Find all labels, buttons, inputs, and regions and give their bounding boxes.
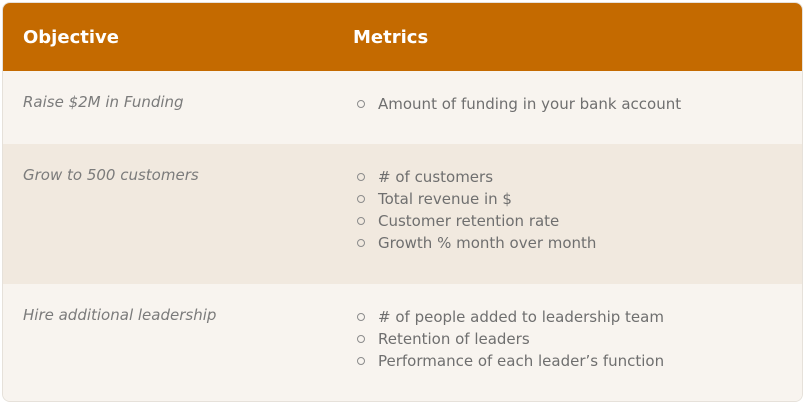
metrics-list: Amount of funding in your bank account [333, 93, 681, 115]
bullet-circle-icon [357, 357, 365, 365]
bullet-circle-icon [357, 239, 365, 247]
table-row: Raise $2M in Funding Amount of funding i… [3, 71, 802, 144]
table-row: Grow to 500 customers # of customers Tot… [3, 144, 802, 284]
metric-list-item: Amount of funding in your bank account [357, 93, 681, 115]
metric-list-item: # of people added to leadership team [357, 306, 664, 328]
bullet-circle-icon [357, 173, 365, 181]
metric-text: Growth % month over month [378, 234, 597, 252]
metric-text: Total revenue in $ [378, 190, 512, 208]
metric-list-item: # of customers [357, 166, 596, 188]
metric-text: Performance of each leader’s function [378, 352, 665, 370]
metric-list-item: Performance of each leader’s function [357, 350, 664, 372]
objective-cell: Hire additional leadership [23, 306, 217, 324]
table-row: Hire additional leadership # of people a… [3, 284, 802, 401]
bullet-circle-icon [357, 195, 365, 203]
bullet-circle-icon [357, 313, 365, 321]
metric-text: Retention of leaders [378, 330, 530, 348]
bullet-circle-icon [357, 217, 365, 225]
metric-text: # of people added to leadership team [378, 308, 664, 326]
objective-cell: Grow to 500 customers [23, 166, 199, 184]
metric-text: Amount of funding in your bank account [378, 95, 682, 113]
metrics-list: # of people added to leadership team Ret… [333, 306, 664, 372]
metric-list-item: Growth % month over month [357, 232, 596, 254]
bullet-circle-icon [357, 335, 365, 343]
metrics-cell: # of customers Total revenue in $ Custom… [333, 144, 596, 284]
metric-list-item: Customer retention rate [357, 210, 596, 232]
objective-cell: Raise $2M in Funding [23, 93, 184, 111]
metric-list-item: Total revenue in $ [357, 188, 596, 210]
metrics-cell: # of people added to leadership team Ret… [333, 284, 664, 401]
objectives-metrics-table: Objective Metrics Raise $2M in Funding A… [3, 3, 802, 401]
objective-column-header: Objective [23, 26, 119, 48]
table-header: Objective Metrics [3, 3, 802, 71]
metrics-cell: Amount of funding in your bank account [333, 71, 681, 144]
metric-list-item: Retention of leaders [357, 328, 664, 350]
bullet-circle-icon [357, 100, 365, 108]
metric-text: Customer retention rate [378, 212, 560, 230]
metric-text: # of customers [378, 168, 494, 186]
metrics-column-header: Metrics [353, 26, 429, 48]
metrics-list: # of customers Total revenue in $ Custom… [333, 166, 596, 254]
